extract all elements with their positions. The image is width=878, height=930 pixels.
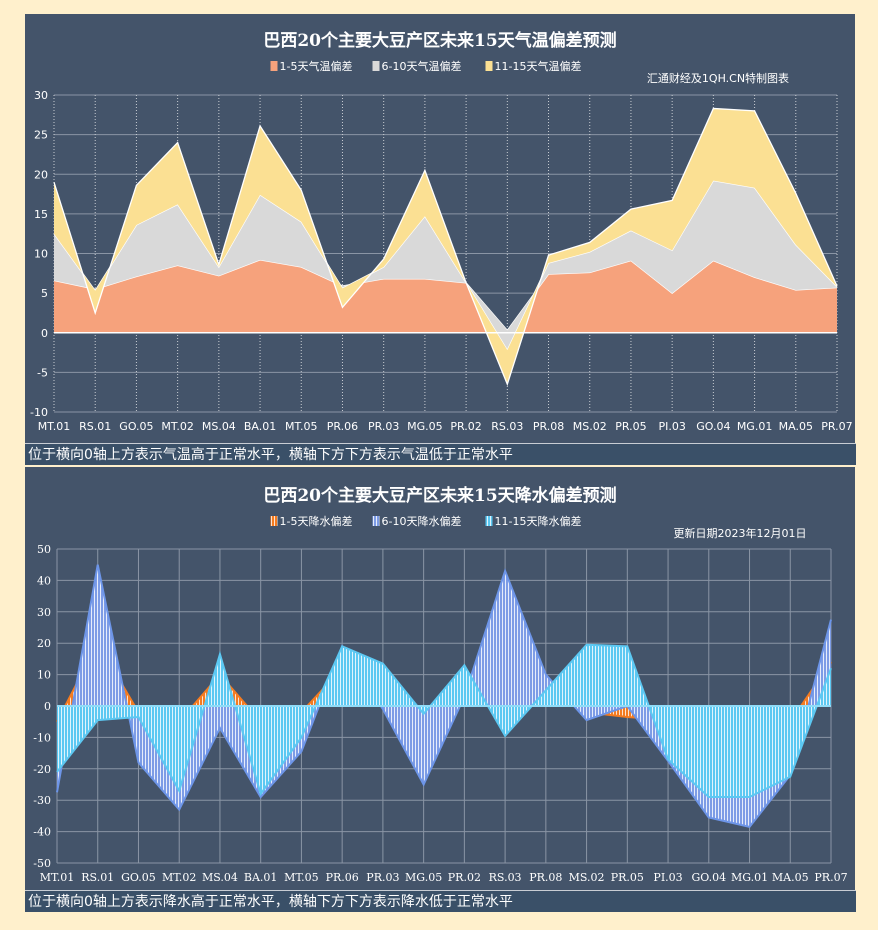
area-3 xyxy=(54,108,837,385)
y-tick-label: -10 xyxy=(33,731,51,744)
y-tick-label: 10 xyxy=(34,248,48,261)
x-tick-label: RS.01 xyxy=(79,420,111,433)
legend-label: 11-15天降水偏差 xyxy=(495,514,582,528)
x-tick-label: RS.01 xyxy=(81,871,114,884)
legend-label: 1-5天降水偏差 xyxy=(280,514,353,528)
legend: 1-5天气温偏差 6-10天气温偏差 11-15天气温偏差 xyxy=(270,59,582,73)
y-tick-label: -10 xyxy=(30,406,48,419)
x-tick-label: MG.01 xyxy=(731,871,768,884)
temperature-chart-panel: 巴西20个主要大豆产区未来15天气温偏差预测 1-5天气温偏差 6-10天气温偏差… xyxy=(25,14,855,443)
legend-label: 11-15天气温偏差 xyxy=(495,59,582,73)
x-tick-label: PR.08 xyxy=(533,420,564,433)
legend: 1-5天降水偏差 6-10天降水偏差 11-15天降水偏差 xyxy=(270,514,582,528)
chart-title: 巴西20个主要大豆产区未来15天降水偏差预测 xyxy=(263,485,616,506)
x-tick-label: PR.07 xyxy=(821,420,852,433)
x-tick-label: PR.08 xyxy=(529,871,562,884)
y-tick-label: 5 xyxy=(41,287,48,300)
y-tick-label: -40 xyxy=(33,826,51,839)
x-tick-label: PI.03 xyxy=(653,871,682,884)
y-tick-label: 0 xyxy=(41,327,48,340)
precipitation-footnote: 位于横向0轴上方表示降水高于正常水平，横轴下方下方表示降水低于正常水平 xyxy=(25,890,856,912)
x-tick-label: MT.05 xyxy=(285,420,317,433)
x-tick-label: GO.05 xyxy=(121,871,156,884)
x-tick-label: PR.02 xyxy=(450,420,481,433)
x-tick-label: MT.01 xyxy=(40,871,74,884)
temperature-chart: 巴西20个主要大豆产区未来15天气温偏差预测 1-5天气温偏差 6-10天气温偏差… xyxy=(30,30,853,433)
x-tick-label: MG.05 xyxy=(405,871,442,884)
y-tick-label: -5 xyxy=(37,366,48,379)
x-tick-label: MA.05 xyxy=(779,420,813,433)
x-tick-label: PR.05 xyxy=(615,420,646,433)
x-tick-label: PR.05 xyxy=(611,871,644,884)
series-line-2 xyxy=(56,564,832,829)
legend-label: 6-10天降水偏差 xyxy=(382,514,462,528)
x-tick-label: GO.04 xyxy=(696,420,730,433)
y-tick-label: 20 xyxy=(37,637,51,650)
y-tick-label: 10 xyxy=(37,669,51,682)
precipitation-chart: 巴西20个主要大豆产区未来15天降水偏差预测 1-5天降水偏差 6-10天降水偏差… xyxy=(33,485,847,884)
legend-label: 6-10天气温偏差 xyxy=(382,59,462,73)
legend-swatch xyxy=(270,61,278,71)
x-tick-label: MS.02 xyxy=(573,420,607,433)
x-tick-label: PR.06 xyxy=(327,420,358,433)
y-tick-label: -20 xyxy=(33,763,51,776)
x-tick-label: GO.05 xyxy=(119,420,153,433)
x-tick-label: MA.05 xyxy=(772,871,809,884)
area-1 xyxy=(54,259,837,333)
x-tick-label: MT.02 xyxy=(162,871,196,884)
y-tick-label: 30 xyxy=(37,606,51,619)
legend-label: 1-5天气温偏差 xyxy=(280,59,353,73)
precipitation-chart-panel: 巴西20个主要大豆产区未来15天降水偏差预测 1-5天降水偏差 6-10天降水偏差… xyxy=(25,467,855,890)
y-tick-label: 25 xyxy=(34,129,48,142)
x-tick-label: MT.01 xyxy=(38,420,70,433)
x-tick-label: RS.03 xyxy=(491,420,523,433)
y-tick-label: -50 xyxy=(33,857,51,870)
x-tick-label: RS.03 xyxy=(489,871,522,884)
x-tick-label: MS.04 xyxy=(202,871,238,884)
x-tick-label: MT.05 xyxy=(284,871,318,884)
x-tick-label: PR.03 xyxy=(368,420,399,433)
x-tick-label: MS.04 xyxy=(202,420,236,433)
series-line-3 xyxy=(53,107,838,387)
x-tick-label: BA.01 xyxy=(244,871,278,884)
y-tick-label: 40 xyxy=(37,574,51,587)
y-tick-label: 20 xyxy=(34,168,48,181)
x-tick-label: PI.03 xyxy=(658,420,685,433)
chart-title: 巴西20个主要大豆产区未来15天气温偏差预测 xyxy=(263,30,616,51)
x-tick-label: PR.07 xyxy=(814,871,847,884)
x-tick-label: MG.01 xyxy=(737,420,773,433)
legend-swatch xyxy=(372,516,380,526)
series-line-3 xyxy=(56,643,832,799)
x-tick-label: MG.05 xyxy=(407,420,443,433)
x-tick-label: MS.02 xyxy=(569,871,605,884)
x-tick-label: PR.06 xyxy=(326,871,359,884)
chart-annotation: 汇通财经及1QH.CN特制图表 xyxy=(647,71,789,85)
x-tick-label: MT.02 xyxy=(161,420,193,433)
y-tick-label: 50 xyxy=(37,543,51,556)
y-tick-label: 0 xyxy=(44,700,51,713)
area-2 xyxy=(54,180,837,351)
chart-annotation: 更新日期2023年12月01日 xyxy=(674,526,807,540)
legend-swatch xyxy=(485,61,493,71)
x-tick-label: BA.01 xyxy=(244,420,276,433)
legend-swatch xyxy=(485,516,493,526)
x-tick-label: PR.02 xyxy=(448,871,481,884)
legend-swatch xyxy=(270,516,278,526)
x-tick-label: PR.03 xyxy=(366,871,399,884)
y-tick-label: 30 xyxy=(34,89,48,102)
y-tick-label: 15 xyxy=(34,208,48,221)
legend-swatch xyxy=(372,61,380,71)
temperature-footnote: 位于横向0轴上方表示气温高于正常水平，横轴下方下方表示气温低于正常水平 xyxy=(25,443,856,465)
x-tick-label: GO.04 xyxy=(691,871,726,884)
y-tick-label: -30 xyxy=(33,794,51,807)
